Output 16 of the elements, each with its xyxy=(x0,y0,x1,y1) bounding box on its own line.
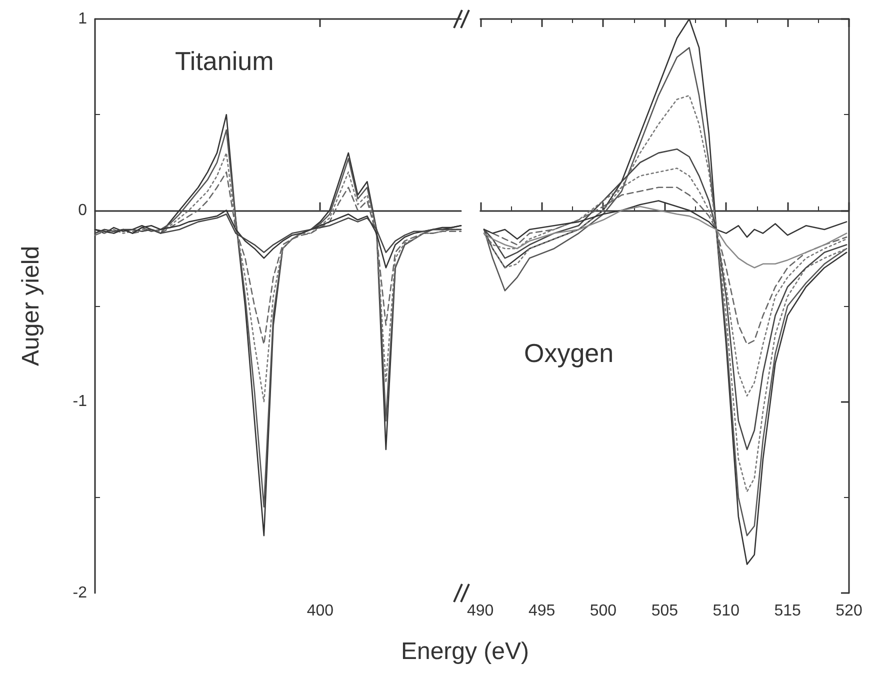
y-axis-title: Auger yield xyxy=(18,246,44,366)
x-tick-label: 510 xyxy=(712,602,740,620)
y-tick-label: 1 xyxy=(78,10,88,28)
y-tick-label: 0 xyxy=(78,202,88,219)
x-tick-label: 495 xyxy=(528,602,556,620)
x-tick-label: 490 xyxy=(466,602,494,620)
y-tick-label: -1 xyxy=(72,393,88,410)
annotation: Titanium xyxy=(175,46,274,76)
x-tick-label: 520 xyxy=(836,602,862,620)
annotation: Oxygen xyxy=(524,338,614,368)
x-axis-title: Energy (eV) xyxy=(400,638,530,666)
x-tick-label: 505 xyxy=(651,602,678,620)
x-tick-label: 500 xyxy=(590,602,617,620)
y-tick-label: -2 xyxy=(72,584,88,602)
x-tick-label: 515 xyxy=(774,602,802,620)
x-tick-label: 400 xyxy=(306,602,334,620)
